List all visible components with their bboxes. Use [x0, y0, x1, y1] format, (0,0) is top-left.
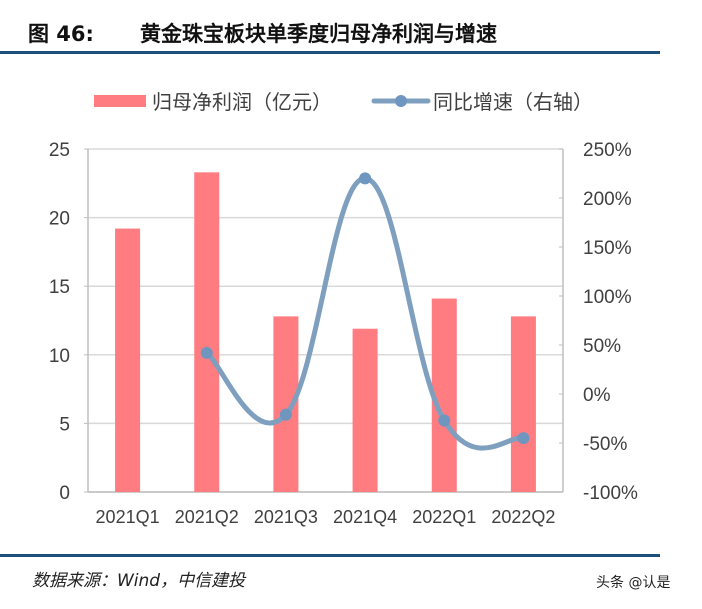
right-axis-tick-label: 100% [583, 287, 632, 308]
bar-2022Q1 [431, 298, 457, 492]
left-axis-tick-label: 20 [49, 209, 70, 230]
x-axis-label: 2021Q3 [254, 507, 318, 527]
bottom-rule [0, 554, 660, 557]
right-axis-tick-label: 0% [583, 385, 611, 406]
growth-marker [359, 172, 372, 185]
data-source: 数据来源：Wind，中信建投 [32, 571, 246, 591]
growth-marker [438, 414, 451, 427]
growth-marker [200, 346, 213, 359]
x-axis-label: 2021Q1 [96, 507, 160, 527]
bar-2022Q2 [510, 316, 536, 492]
left-axis-tick-label: 5 [59, 414, 70, 435]
right-axis-tick-label: 150% [583, 238, 632, 259]
right-axis-tick-label: 200% [583, 189, 632, 210]
bar-2021Q1 [115, 228, 141, 493]
legend-line-label: 同比增速（右轴） [433, 91, 593, 114]
figure-number: 图 46: [28, 22, 94, 46]
bar-2021Q4 [352, 328, 378, 492]
left-axis-tick-label: 10 [49, 346, 70, 367]
left-axis-tick-label: 25 [49, 140, 70, 161]
bar-2021Q2 [194, 172, 220, 492]
legend-bar-label: 归母净利润（亿元） [152, 91, 332, 114]
x-axis-label: 2022Q2 [491, 507, 555, 527]
right-axis-tick-label: 50% [583, 336, 621, 357]
legend: 归母净利润（亿元） 同比增速（右轴） [94, 91, 593, 114]
x-axis-label: 2022Q1 [412, 507, 476, 527]
x-axis-label: 2021Q4 [333, 507, 397, 527]
growth-marker [279, 408, 292, 421]
top-rule [0, 51, 660, 54]
legend-bar-swatch [94, 95, 146, 107]
legend-line-marker [395, 95, 407, 107]
right-axis-tick-label: 250% [583, 140, 632, 161]
watermark: 头条 @认是 [596, 575, 671, 591]
right-axis-tick-label: -50% [583, 434, 627, 455]
left-axis-tick-label: 0 [59, 483, 70, 504]
figure-title-text: 黄金珠宝板块单季度归母净利润与增速 [140, 22, 497, 46]
growth-marker [517, 432, 530, 445]
x-axis-label: 2021Q2 [175, 507, 239, 527]
right-axis-tick-label: -100% [583, 483, 638, 504]
left-axis-tick-label: 15 [49, 277, 70, 298]
